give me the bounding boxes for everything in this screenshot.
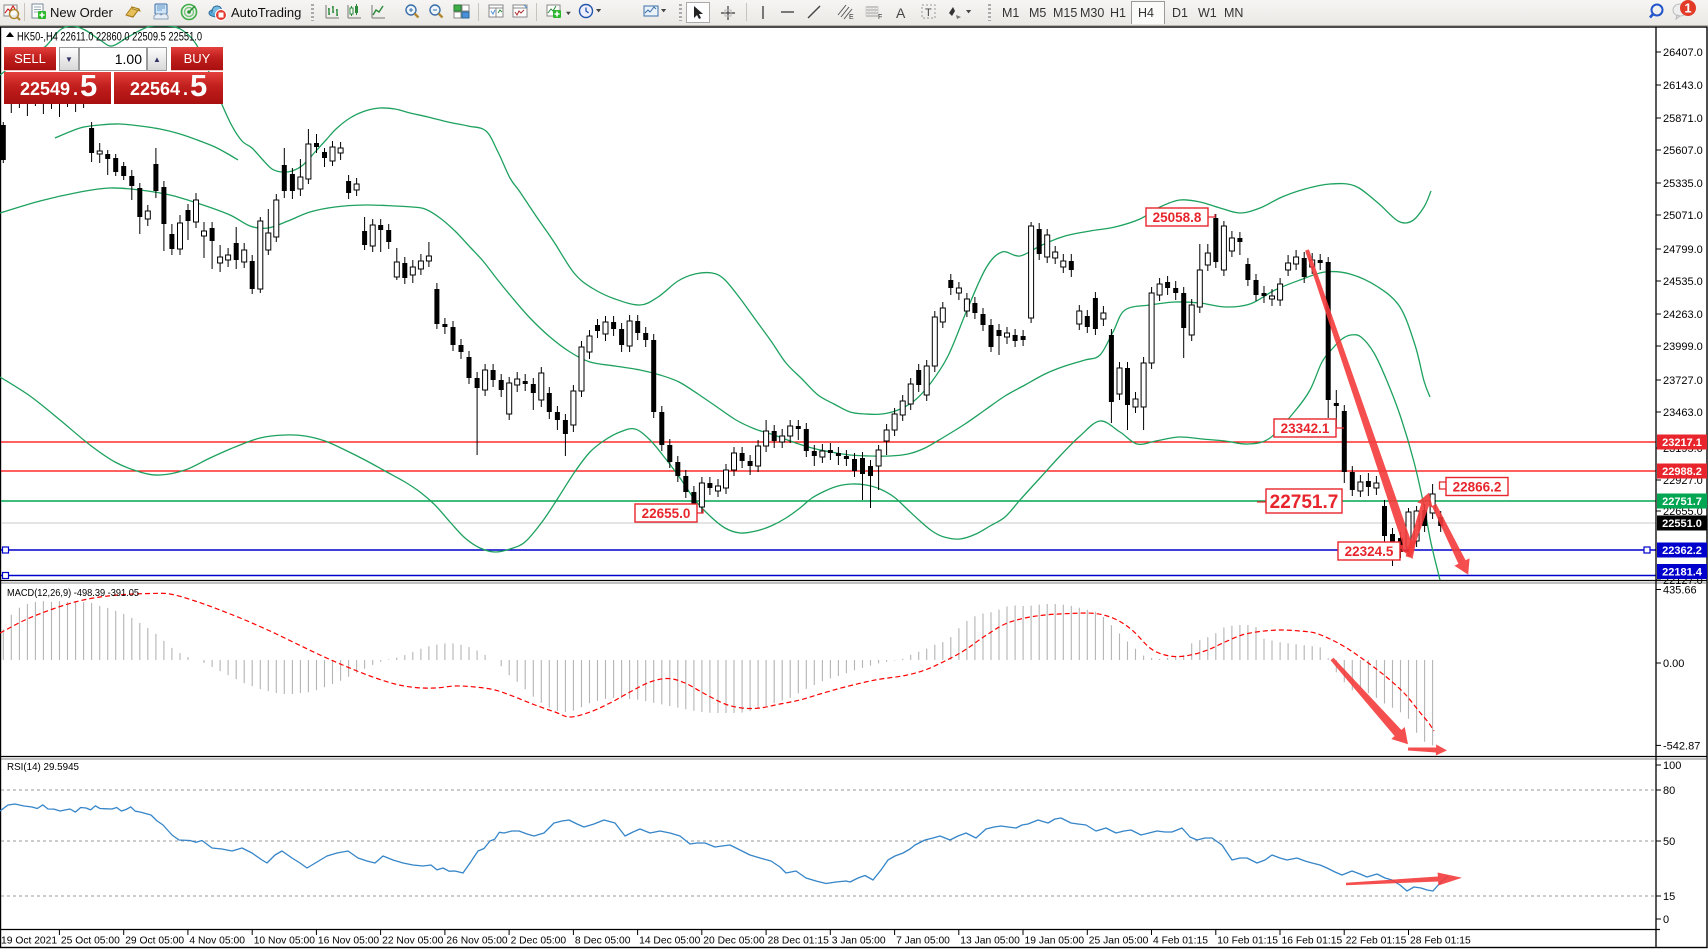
svg-text:22 Nov 05:00: 22 Nov 05:00 bbox=[382, 936, 444, 947]
svg-text:RSI(14) 29.5945: RSI(14) 29.5945 bbox=[7, 761, 79, 773]
svg-text:F: F bbox=[878, 14, 882, 21]
svg-text:23999.0: 23999.0 bbox=[1663, 341, 1703, 353]
svg-text:16 Nov 05:00: 16 Nov 05:00 bbox=[318, 936, 380, 947]
svg-text:HK50-,H4 22611.0 22860.0 2250: HK50-,H4 22611.0 22860.0 22509.5 22551.0 bbox=[17, 32, 202, 44]
svg-text:10 Nov 05:00: 10 Nov 05:00 bbox=[254, 936, 316, 947]
svg-text:23463.0: 23463.0 bbox=[1663, 407, 1703, 419]
svg-text:3 Jan 05:00: 3 Jan 05:00 bbox=[832, 936, 886, 947]
svg-text:0: 0 bbox=[1663, 914, 1669, 926]
svg-text:25 Jan 05:00: 25 Jan 05:00 bbox=[1089, 936, 1149, 947]
svg-text:28 Feb 01:15: 28 Feb 01:15 bbox=[1410, 936, 1471, 947]
svg-text:22751.7: 22751.7 bbox=[1270, 492, 1339, 513]
svg-text:22751.7: 22751.7 bbox=[1662, 496, 1702, 508]
svg-text:26143.0: 26143.0 bbox=[1663, 80, 1703, 92]
svg-text:25071.0: 25071.0 bbox=[1663, 210, 1703, 222]
svg-text:13 Jan 05:00: 13 Jan 05:00 bbox=[960, 936, 1020, 947]
svg-text:24799.0: 24799.0 bbox=[1663, 244, 1703, 256]
svg-text:19 Oct 2021: 19 Oct 2021 bbox=[1, 936, 57, 947]
svg-text:24263.0: 24263.0 bbox=[1663, 309, 1703, 321]
svg-text:T: T bbox=[925, 7, 932, 19]
svg-text:-542.87: -542.87 bbox=[1663, 740, 1700, 752]
svg-text:435.66: 435.66 bbox=[1663, 584, 1697, 596]
svg-text:26407.0: 26407.0 bbox=[1663, 47, 1703, 59]
svg-text:15: 15 bbox=[1663, 891, 1675, 903]
svg-text:22655.0: 22655.0 bbox=[1663, 506, 1703, 518]
svg-text:4 Feb 01:15: 4 Feb 01:15 bbox=[1153, 936, 1208, 947]
svg-text:14 Dec 05:00: 14 Dec 05:00 bbox=[639, 936, 701, 947]
svg-text:20 Dec 05:00: 20 Dec 05:00 bbox=[703, 936, 765, 947]
svg-text:2 Dec 05:00: 2 Dec 05:00 bbox=[511, 936, 567, 947]
svg-text:100: 100 bbox=[1663, 760, 1681, 772]
svg-text:22324.5: 22324.5 bbox=[1345, 544, 1394, 559]
svg-text:22655.0: 22655.0 bbox=[642, 506, 691, 521]
svg-text:28 Dec 01:15: 28 Dec 01:15 bbox=[768, 936, 830, 947]
svg-text:0.00: 0.00 bbox=[1663, 658, 1684, 670]
svg-text:22866.2: 22866.2 bbox=[1453, 479, 1502, 494]
svg-text:22 Feb 01:15: 22 Feb 01:15 bbox=[1346, 936, 1407, 947]
svg-text:7 Jan 05:00: 7 Jan 05:00 bbox=[896, 936, 950, 947]
svg-text:19 Jan 05:00: 19 Jan 05:00 bbox=[1025, 936, 1085, 947]
svg-text:23217.1: 23217.1 bbox=[1662, 437, 1702, 449]
svg-text:25871.0: 25871.0 bbox=[1663, 113, 1703, 125]
svg-text:22362.2: 22362.2 bbox=[1662, 545, 1702, 557]
svg-text:10 Feb 01:15: 10 Feb 01:15 bbox=[1217, 936, 1278, 947]
svg-text:22551.0: 22551.0 bbox=[1662, 518, 1702, 530]
svg-text:24535.0: 24535.0 bbox=[1663, 276, 1703, 288]
svg-text:25058.8: 25058.8 bbox=[1153, 210, 1202, 225]
svg-text:16 Feb 01:15: 16 Feb 01:15 bbox=[1282, 936, 1343, 947]
svg-text:25 Oct 05:00: 25 Oct 05:00 bbox=[61, 936, 120, 947]
svg-text:E: E bbox=[849, 14, 854, 21]
svg-text:80: 80 bbox=[1663, 785, 1675, 797]
svg-text:50: 50 bbox=[1663, 836, 1675, 848]
svg-text:23727.0: 23727.0 bbox=[1663, 375, 1703, 387]
svg-text:22988.2: 22988.2 bbox=[1662, 466, 1702, 478]
svg-text:25607.0: 25607.0 bbox=[1663, 145, 1703, 157]
svg-text:MACD(12,26,9) -498.39 -391.05: MACD(12,26,9) -498.39 -391.05 bbox=[7, 587, 139, 599]
svg-text:1: 1 bbox=[1684, 1, 1691, 16]
svg-text:23342.1: 23342.1 bbox=[1281, 421, 1330, 436]
svg-text:8 Dec 05:00: 8 Dec 05:00 bbox=[575, 936, 631, 947]
svg-text:26 Nov 05:00: 26 Nov 05:00 bbox=[446, 936, 508, 947]
svg-text:4 Nov 05:00: 4 Nov 05:00 bbox=[189, 936, 245, 947]
svg-text:25335.0: 25335.0 bbox=[1663, 178, 1703, 190]
svg-text:29 Oct 05:00: 29 Oct 05:00 bbox=[125, 936, 184, 947]
svg-text:22181.4: 22181.4 bbox=[1662, 567, 1703, 579]
